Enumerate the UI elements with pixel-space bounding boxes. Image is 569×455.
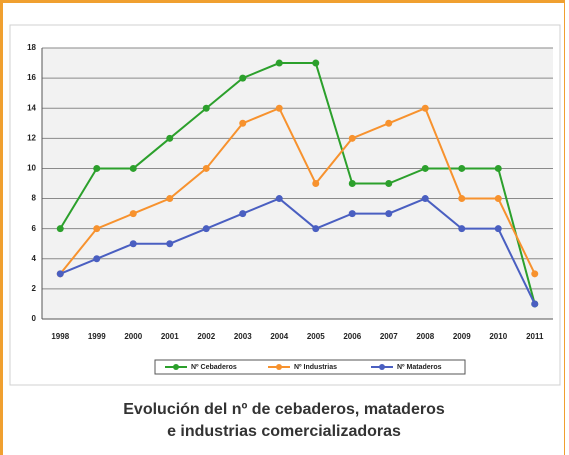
- chart-title: Evolución del nº de cebaderos, mataderos: [123, 401, 445, 418]
- point: [312, 180, 320, 187]
- legend-marker: [173, 364, 179, 370]
- point: [348, 134, 356, 142]
- series-line: [59, 106, 536, 275]
- point: [239, 119, 247, 127]
- point: [275, 104, 283, 112]
- y-tick-label: 8: [32, 194, 37, 203]
- x-tick-label: 2010: [489, 332, 507, 341]
- legend-label: Nº Mataderos: [397, 364, 442, 371]
- legend: [154, 359, 466, 375]
- legend-marker: [379, 364, 385, 370]
- point: [312, 59, 320, 67]
- chart-subtitle: e industrias comercializadoras: [167, 423, 401, 440]
- x-tick-label: 2001: [161, 332, 179, 341]
- point: [129, 164, 137, 172]
- y-tick-label: 6: [32, 224, 37, 233]
- y-tick-label: 12: [27, 133, 36, 142]
- point: [348, 210, 356, 218]
- point: [129, 210, 137, 218]
- point: [166, 195, 174, 203]
- point: [275, 195, 283, 203]
- point: [458, 195, 466, 203]
- point: [166, 240, 174, 248]
- series-line: [59, 197, 536, 305]
- x-tick-label: 2002: [197, 332, 215, 341]
- x-tick-label: 2005: [307, 332, 325, 341]
- series-line: [59, 62, 536, 305]
- x-tick-label: 2007: [380, 332, 398, 341]
- x-tick-label: 2011: [526, 332, 544, 341]
- point: [93, 164, 101, 172]
- point: [202, 225, 210, 233]
- legend-label: Nº Industrias: [294, 364, 337, 371]
- point: [312, 225, 320, 233]
- point: [275, 59, 283, 67]
- point: [202, 104, 210, 112]
- point: [166, 134, 174, 142]
- y-tick-label: 4: [32, 254, 37, 263]
- point: [385, 180, 393, 187]
- y-tick-label: 18: [27, 43, 36, 52]
- x-tick-label: 2003: [234, 332, 252, 341]
- point: [531, 270, 539, 278]
- x-tick-label: 2000: [124, 332, 142, 341]
- point: [494, 164, 502, 172]
- point: [348, 180, 356, 187]
- point: [385, 119, 393, 127]
- point: [421, 104, 429, 112]
- y-tick-label: 0: [32, 314, 37, 323]
- point: [56, 225, 64, 233]
- point: [56, 270, 64, 278]
- point: [494, 195, 502, 203]
- y-tick-label: 14: [27, 103, 36, 112]
- x-tick-label: 2009: [453, 332, 471, 341]
- point: [239, 210, 247, 218]
- point: [494, 225, 502, 233]
- point: [458, 164, 466, 172]
- point: [93, 255, 101, 263]
- y-tick-label: 10: [27, 164, 36, 173]
- point: [421, 164, 429, 172]
- x-tick-label: 2006: [343, 332, 361, 341]
- y-tick-label: 16: [27, 73, 36, 82]
- point: [93, 225, 101, 233]
- x-tick-label: 2008: [416, 332, 434, 341]
- legend-label: Nº Cebaderos: [191, 364, 237, 371]
- point: [531, 300, 539, 308]
- point: [385, 210, 393, 218]
- x-tick-label: 1998: [51, 332, 69, 341]
- legend-marker: [276, 364, 282, 370]
- point: [239, 74, 247, 82]
- point: [129, 240, 137, 248]
- plot-area: [42, 48, 553, 319]
- point: [202, 164, 210, 172]
- y-tick-label: 2: [32, 284, 37, 293]
- x-tick-label: 1999: [88, 332, 106, 341]
- point: [458, 225, 466, 233]
- x-tick-label: 2004: [270, 332, 288, 341]
- point: [421, 195, 429, 203]
